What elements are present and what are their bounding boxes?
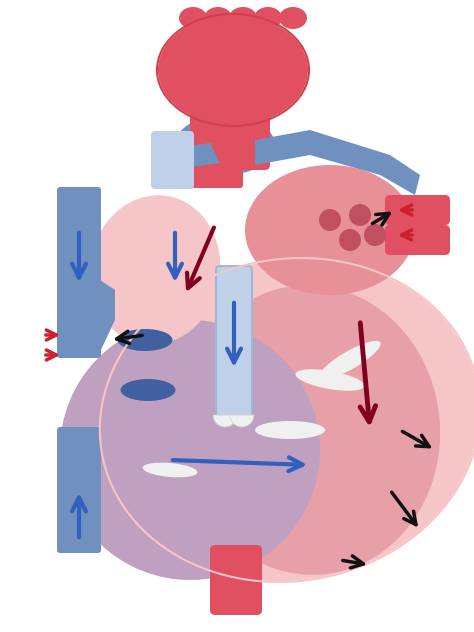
Ellipse shape — [295, 369, 365, 391]
FancyBboxPatch shape — [151, 131, 194, 189]
FancyArrowPatch shape — [72, 497, 86, 537]
Ellipse shape — [101, 259, 474, 581]
Ellipse shape — [118, 329, 173, 351]
FancyBboxPatch shape — [385, 225, 450, 255]
Ellipse shape — [339, 229, 361, 251]
Wedge shape — [213, 415, 237, 427]
Ellipse shape — [255, 421, 325, 439]
FancyBboxPatch shape — [216, 266, 252, 419]
Ellipse shape — [364, 224, 386, 246]
FancyArrowPatch shape — [168, 233, 182, 277]
Ellipse shape — [143, 463, 197, 477]
Ellipse shape — [279, 7, 307, 29]
FancyArrowPatch shape — [392, 492, 416, 525]
Polygon shape — [175, 143, 220, 168]
Wedge shape — [230, 415, 254, 427]
FancyArrowPatch shape — [117, 331, 142, 343]
Ellipse shape — [254, 7, 282, 29]
FancyBboxPatch shape — [57, 187, 101, 358]
Polygon shape — [255, 130, 420, 195]
Ellipse shape — [204, 7, 232, 29]
FancyBboxPatch shape — [190, 70, 270, 170]
FancyArrowPatch shape — [343, 556, 364, 568]
Ellipse shape — [175, 115, 275, 175]
Ellipse shape — [179, 7, 207, 29]
FancyBboxPatch shape — [385, 195, 450, 225]
FancyArrowPatch shape — [401, 230, 412, 240]
FancyArrowPatch shape — [187, 228, 214, 288]
Ellipse shape — [349, 204, 371, 226]
FancyArrowPatch shape — [72, 233, 86, 277]
Ellipse shape — [90, 195, 220, 344]
FancyArrowPatch shape — [227, 303, 241, 363]
Ellipse shape — [319, 341, 381, 379]
Ellipse shape — [319, 209, 341, 231]
FancyBboxPatch shape — [187, 157, 243, 188]
Ellipse shape — [60, 320, 320, 580]
Ellipse shape — [245, 165, 415, 295]
FancyArrowPatch shape — [401, 205, 412, 215]
FancyBboxPatch shape — [57, 427, 101, 553]
Ellipse shape — [229, 7, 257, 29]
FancyArrowPatch shape — [360, 323, 375, 422]
FancyBboxPatch shape — [210, 545, 262, 615]
Ellipse shape — [180, 285, 440, 575]
Polygon shape — [60, 280, 115, 356]
FancyArrowPatch shape — [173, 458, 302, 471]
FancyArrowPatch shape — [402, 432, 429, 447]
FancyArrowPatch shape — [373, 214, 389, 225]
FancyArrowPatch shape — [46, 330, 56, 340]
FancyArrowPatch shape — [46, 350, 56, 360]
Ellipse shape — [158, 15, 308, 125]
Ellipse shape — [120, 379, 175, 401]
